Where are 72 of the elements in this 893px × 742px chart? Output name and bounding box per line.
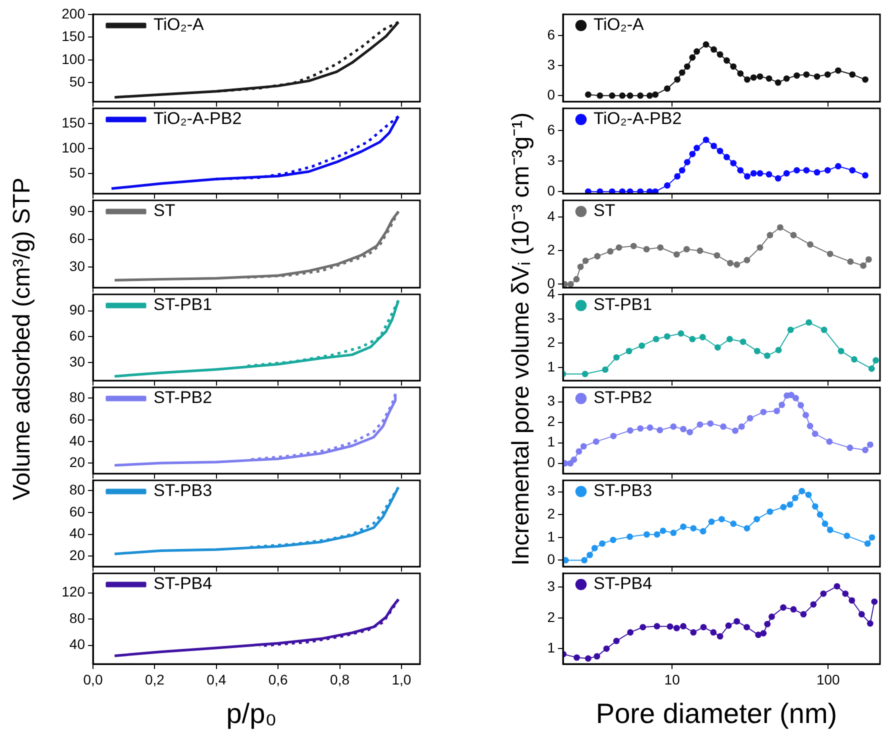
y-tick-label: 80 bbox=[69, 610, 86, 626]
legend-label: ST-PB1 bbox=[154, 295, 212, 314]
y-tick-label: 2 bbox=[547, 505, 556, 522]
y-tick-label: 200 bbox=[62, 5, 86, 22]
x-tick-label: 0,6 bbox=[268, 671, 288, 688]
y-tick-label: 2 bbox=[547, 608, 556, 625]
y-tick-label: 3 bbox=[547, 152, 556, 168]
y-tick-label: 3 bbox=[547, 56, 556, 72]
x-tick-label: 1,0 bbox=[392, 671, 412, 688]
legend-label: TiO₂-A bbox=[594, 15, 645, 34]
y-tick-label: 60 bbox=[69, 410, 86, 427]
y-tick-label: 100 bbox=[62, 50, 86, 67]
legend-label: TiO₂-A bbox=[154, 15, 205, 34]
legend-label: ST-PB3 bbox=[594, 481, 652, 500]
y-tick-label: 60 bbox=[69, 230, 86, 246]
y-tick-label: 1 bbox=[547, 640, 556, 656]
legend-label: TiO₂-A-PB2 bbox=[154, 109, 242, 128]
y-tick-label: 3 bbox=[547, 482, 556, 499]
y-tick-label: 0 bbox=[547, 182, 556, 198]
legend-label: ST bbox=[154, 201, 176, 220]
y-tick-label: 30 bbox=[69, 353, 86, 370]
y-tick-label: 150 bbox=[62, 28, 86, 44]
x-tick-label: 100 bbox=[816, 671, 840, 688]
y-tick-label: 0 bbox=[547, 551, 556, 568]
y-tick-label: 90 bbox=[69, 202, 86, 218]
y-tick-label: 150 bbox=[62, 114, 86, 130]
y-tick-label: 3 bbox=[547, 310, 556, 326]
y-tick-label: 60 bbox=[69, 503, 86, 520]
x-tick-label: 0,4 bbox=[206, 671, 226, 688]
y-tick-label: 30 bbox=[69, 258, 86, 274]
y-tick-label: 40 bbox=[69, 636, 86, 652]
y-tick-label: 0 bbox=[547, 86, 556, 102]
y-tick-label: 0 bbox=[547, 454, 556, 470]
y-axis-title: Volume adsorbed (cm³/g) STP bbox=[7, 176, 36, 502]
x-tick-label: 0,8 bbox=[330, 671, 350, 688]
legend-label: ST-PB2 bbox=[594, 388, 652, 408]
x-axis-title: Pore diameter (nm) bbox=[594, 698, 838, 730]
legend-label: ST-PB3 bbox=[154, 481, 212, 500]
x-tick-label: 0,0 bbox=[83, 671, 103, 688]
x-tick-label: 0,2 bbox=[144, 671, 165, 688]
y-tick-label: 2 bbox=[547, 242, 556, 258]
y-tick-label: 50 bbox=[69, 74, 86, 90]
y-tick-label: 50 bbox=[69, 164, 86, 180]
y-tick-label: 1 bbox=[547, 434, 556, 450]
y-tick-label: 120 bbox=[62, 584, 86, 600]
y-tick-label: 60 bbox=[69, 327, 86, 344]
y-tick-label: 40 bbox=[69, 525, 86, 542]
y-tick-label: 6 bbox=[547, 26, 556, 42]
y-tick-label: 80 bbox=[69, 481, 86, 498]
y-tick-label: 1 bbox=[547, 358, 556, 375]
legend-label: ST-PB4 bbox=[154, 574, 212, 594]
y-tick-label: 80 bbox=[69, 389, 86, 406]
y-tick-label: 20 bbox=[69, 546, 86, 563]
y-tick-label: 2 bbox=[547, 334, 556, 350]
y-axis-title: Incremental pore volume δVᵢ (10⁻³ cm⁻³g⁻¹) bbox=[506, 110, 535, 568]
y-tick-label: 4 bbox=[547, 208, 556, 224]
x-tick-label: 10 bbox=[664, 671, 680, 688]
x-axis-title: p/p₀ bbox=[225, 698, 278, 730]
y-tick-label: 40 bbox=[69, 432, 86, 448]
y-tick-label: 100 bbox=[62, 139, 86, 156]
legend-label: ST-PB2 bbox=[154, 388, 212, 408]
legend-label: TiO₂-A-PB2 bbox=[594, 109, 682, 128]
y-tick-label: 2 bbox=[547, 413, 556, 430]
legend-label: ST bbox=[594, 201, 616, 220]
y-tick-label: 20 bbox=[69, 454, 86, 470]
y-tick-label: 6 bbox=[547, 122, 556, 138]
y-tick-label: 1 bbox=[547, 528, 556, 544]
y-tick-label: 3 bbox=[547, 392, 556, 409]
y-tick-label: 3 bbox=[547, 578, 556, 594]
y-tick-label: 90 bbox=[69, 302, 86, 318]
legend-label: ST-PB4 bbox=[594, 574, 652, 594]
legend-label: ST-PB1 bbox=[594, 295, 652, 314]
